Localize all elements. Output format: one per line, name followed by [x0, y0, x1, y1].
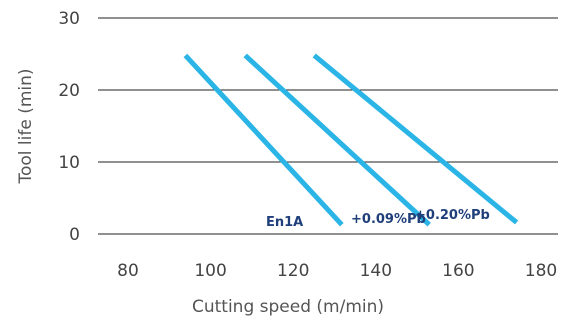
- series-label: +0.20%Pb: [415, 208, 490, 223]
- x-axis-title: Cutting speed (m/min): [192, 297, 384, 317]
- x-tick-label: 80: [117, 261, 139, 281]
- series-lines: [183, 53, 519, 227]
- x-tick-label: 160: [442, 261, 474, 281]
- series-label: +0.09%Pb: [351, 212, 426, 227]
- y-axis-title: Tool life (min): [16, 68, 36, 184]
- x-tick-label: 180: [525, 261, 557, 281]
- series-label: En1A: [266, 215, 303, 230]
- x-tick-label: 120: [277, 261, 309, 281]
- series-line-2: [243, 53, 431, 227]
- gridlines: [98, 17, 558, 235]
- series-labels: En1A +0.09%Pb+0.20%Pb: [266, 208, 490, 230]
- tick-labels: 0 10 20 30 80 100 120 140 160 180: [58, 9, 557, 281]
- x-tick-label: 100: [194, 261, 226, 281]
- series-line-3: [312, 53, 519, 225]
- y-tick-label: 10: [58, 153, 80, 173]
- x-tick-label: 140: [360, 261, 392, 281]
- y-tick-label: 30: [58, 9, 80, 29]
- series-line-1: [183, 53, 344, 227]
- y-tick-label: 0: [69, 225, 80, 245]
- y-tick-label: 20: [58, 81, 80, 101]
